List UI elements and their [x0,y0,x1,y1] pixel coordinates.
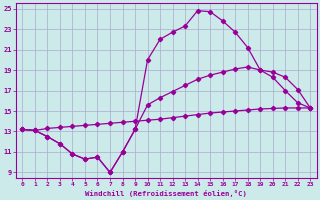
X-axis label: Windchill (Refroidissement éolien,°C): Windchill (Refroidissement éolien,°C) [85,190,247,197]
